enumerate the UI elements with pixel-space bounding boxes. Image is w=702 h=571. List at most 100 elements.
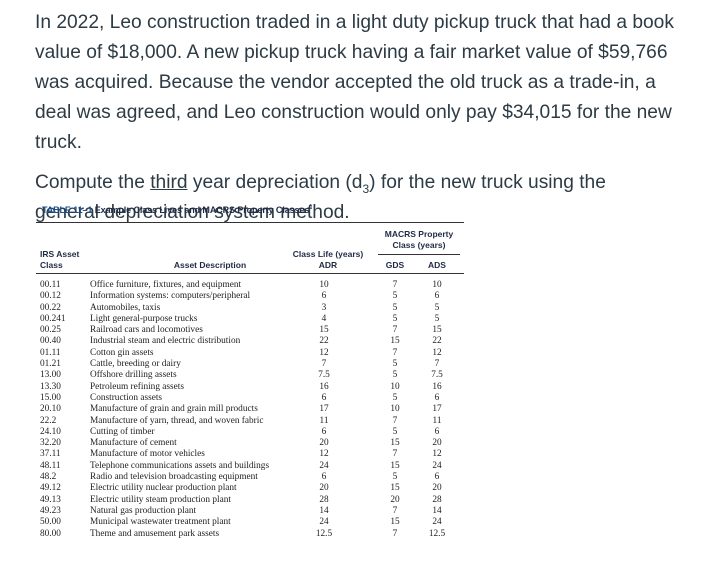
macrs-table-image: TABLE 11–1 Example Class Lives and MACRS… (36, 202, 464, 571)
gds-cell: 7 (392, 347, 398, 358)
asset-class-cell: 49.23 (40, 505, 61, 516)
class-life-cell: 24 (319, 517, 329, 528)
asset-class-cell: 49.12 (40, 483, 61, 494)
ads-cell: 5 (434, 302, 440, 313)
class-life-cell: 6 (321, 392, 327, 403)
class-life-cell: 12 (319, 449, 329, 460)
asset-class-cell: 00.40 (40, 336, 61, 347)
table-row: 32.20 Manufacture of cement 20 15 20 (36, 438, 464, 449)
question-paragraph-2: Compute the third year depreciation (d3)… (35, 168, 675, 228)
asset-description-cell: Railroad cars and locomotives (90, 325, 203, 336)
asset-class-cell: 00.22 (40, 302, 61, 313)
gds-cell: 15 (390, 336, 400, 347)
table-body: 00.11 Office furniture, fixtures, and equ… (36, 280, 464, 540)
class-life-cell: 15 (319, 325, 329, 336)
ads-cell: 7.5 (431, 370, 443, 381)
table-row: 80.00 Theme and amusement park assets 12.5… (36, 529, 464, 540)
table-row: 13.30 Petroleum refining assets 16 10 16 (36, 382, 464, 393)
header-class-life-line-1: Class Life (years) (292, 249, 364, 259)
ads-cell: 6 (434, 392, 440, 403)
asset-class-cell: 32.20 (40, 438, 61, 449)
ads-cell: 6 (434, 426, 440, 437)
table-row: 49.13 Electric utility steam production p… (36, 495, 464, 506)
class-life-cell: 22 (319, 336, 329, 347)
asset-description-cell: Light general-purpose trucks (90, 313, 198, 324)
asset-class-cell: 00.25 (40, 325, 61, 336)
asset-description-cell: Industrial steam and electric distributi… (90, 336, 241, 347)
asset-description-cell: Telephone communications assets and buil… (90, 460, 270, 471)
class-life-cell: 28 (319, 494, 329, 505)
table-row: 37.11 Manufacture of motor vehicles 12 7 12 (36, 449, 464, 460)
asset-description-cell: Manufacture of yarn, thread, and woven f… (90, 415, 264, 426)
p2-after: ) for the new truck using the general de… (35, 172, 606, 223)
table-row: 24.10 Cutting of timber 6 5 6 (36, 427, 464, 438)
asset-class-cell: 22.2 (40, 415, 57, 426)
gds-cell: 15 (390, 438, 400, 449)
gds-cell: 7 (392, 415, 398, 426)
header-gds: GDS (385, 260, 405, 270)
class-life-cell: 7.5 (318, 370, 330, 381)
table-header: IRS Asset Class Asset Description Class … (36, 222, 464, 274)
class-life-cell: 6 (321, 472, 327, 483)
ads-cell: 28 (432, 494, 442, 505)
ads-cell: 14 (432, 505, 442, 516)
class-life-cell: 17 (319, 404, 329, 415)
asset-class-cell: 49.13 (40, 494, 61, 505)
asset-description-cell: Automobiles, taxis (90, 302, 161, 313)
table-row: 48.2 Radio and television broadcasting eq… (36, 472, 464, 483)
p2-underlined: third (150, 172, 188, 193)
ads-cell: 22 (432, 336, 442, 347)
table-row: 48.11 Telephone communications assets and… (36, 461, 464, 472)
asset-class-cell: 01.11 (40, 347, 61, 358)
gds-cell: 10 (390, 404, 400, 415)
asset-description-cell: Electric utility steam production plant (90, 494, 231, 505)
asset-description-cell: Radio and television broadcasting equipm… (90, 472, 258, 483)
table-row: 13.00 Offshore drilling assets 7.5 5 7.5 (36, 370, 464, 381)
asset-class-cell: 80.00 (40, 528, 61, 539)
asset-description-cell: Manufacture of cement (90, 438, 177, 449)
gds-cell: 7 (392, 505, 398, 516)
class-life-cell: 6 (321, 291, 327, 302)
gds-cell: 5 (392, 291, 398, 302)
ads-cell: 20 (432, 438, 442, 449)
ads-cell: 6 (434, 472, 440, 483)
ads-cell: 11 (432, 415, 442, 426)
ads-cell: 16 (432, 381, 442, 392)
ads-cell: 24 (432, 460, 442, 471)
header-irs-line-1: IRS Asset (40, 249, 80, 259)
header-macrs-line-1: MACRS Property (384, 229, 454, 239)
ads-cell: 12 (432, 449, 442, 460)
header-macrs: MACRS Property Class (years) (372, 229, 464, 251)
table-row: 00.11 Office furniture, fixtures, and equ… (36, 280, 464, 291)
asset-class-cell: 48.2 (40, 472, 57, 483)
p2-subscript: 3 (362, 181, 370, 196)
asset-description-cell: Cutting of timber (90, 426, 155, 437)
gds-cell: 7 (392, 325, 398, 336)
table-row: 00.40 Industrial steam and electric distr… (36, 336, 464, 347)
class-life-cell: 4 (321, 313, 327, 324)
class-life-cell: 10 (319, 280, 329, 290)
gds-cell: 15 (390, 483, 400, 494)
class-life-cell: 7 (321, 359, 327, 370)
table-row: 00.241 Light general-purpose trucks 4 5 5 (36, 314, 464, 325)
gds-cell: 5 (392, 370, 398, 381)
asset-class-cell: 15.00 (40, 392, 61, 403)
asset-description-cell: Offshore drilling assets (90, 370, 177, 381)
gds-cell: 7 (392, 449, 398, 460)
asset-description-cell: Construction assets (90, 392, 163, 403)
asset-description-cell: Cattle, breeding or dairy (90, 359, 181, 370)
asset-description-cell: Municipal wastewater treatment plant (90, 517, 231, 528)
class-life-cell: 11 (319, 415, 329, 426)
table-row: 01.21 Cattle, breeding or dairy 7 5 7 (36, 359, 464, 370)
asset-description-cell: Theme and amusement park assets (90, 528, 220, 539)
ads-cell: 20 (432, 483, 442, 494)
gds-cell: 7 (392, 280, 398, 290)
class-life-cell: 12 (319, 347, 329, 358)
question-paragraph-1: In 2022, Leo construction traded in a li… (35, 12, 674, 153)
table-row: 00.12 Information systems: computers/peri… (36, 291, 464, 302)
class-life-cell: 6 (321, 426, 327, 437)
asset-class-cell: 13.30 (40, 381, 61, 392)
asset-class-cell: 37.11 (40, 449, 61, 460)
asset-class-cell: 48.11 (40, 460, 61, 471)
ads-cell: 12 (432, 347, 442, 358)
